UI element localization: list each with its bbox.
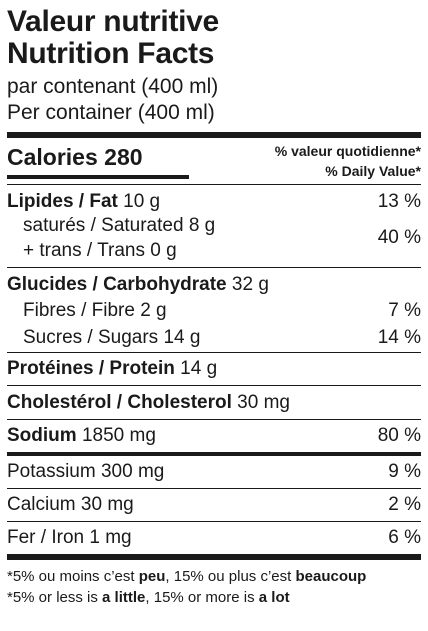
sodium-row: Sodium 1850 mg 80 % — [7, 420, 421, 452]
footnote-english: *5% or less is a little, 15% or more is … — [7, 587, 421, 608]
sodium-dv: 80 % — [377, 425, 421, 446]
serving-size: par contenant (400 ml) Per container (40… — [7, 74, 421, 126]
iron-label: Fer / Iron — [7, 527, 85, 548]
protein-row: Protéines / Protein 14 g — [7, 353, 421, 385]
fat-row: Lipides / Fat 10 g 13 % — [7, 189, 421, 215]
protein-label: Protéines / Protein — [7, 358, 175, 379]
daily-value-header: % valeur quotidienne* % Daily Value* — [275, 141, 421, 181]
footnote-french-bold: peu — [138, 568, 166, 585]
calcium-amount: 30 mg — [80, 494, 134, 515]
carbohydrate-section: Glucides / Carbohydrate 32 g Fibres / Fi… — [7, 268, 421, 352]
fat-amount: 10 g — [123, 191, 161, 212]
daily-value-header-french: % valeur quotidienne* — [274, 143, 421, 159]
trans-line: + trans / Trans 0 g — [23, 240, 177, 262]
calcium-row: Calcium 30 mg 2 % — [7, 489, 421, 521]
fibre-dv: 7 % — [388, 300, 421, 321]
calcium-label: Calcium — [7, 494, 76, 515]
fibre-row: Fibres / Fibre 2 g 7 % — [7, 298, 421, 324]
divider — [7, 352, 421, 353]
carbohydrate-amount: 32 g — [231, 274, 269, 295]
sodium-label: Sodium — [7, 425, 77, 446]
footnote-french: *5% ou moins c’est peu, 15% ou plus c’es… — [7, 566, 421, 587]
footnote-english-text: , 15% or more is — [145, 589, 259, 606]
footnote-english-bold: a lot — [258, 589, 290, 606]
daily-value-header-english: % Daily Value* — [325, 163, 421, 179]
fat-section: Lipides / Fat 10 g 13 % saturés / Satura… — [7, 185, 421, 267]
sugars-amount: 14 g — [163, 327, 201, 348]
title-french: Valeur nutritive — [7, 5, 219, 38]
footnote-french-bold: beaucoup — [295, 568, 367, 585]
cholesterol-amount: 30 mg — [237, 391, 290, 413]
fibre-label: Fibres / Fibre — [23, 300, 135, 321]
footnote-english-text: *5% or less is — [7, 589, 103, 606]
divider — [7, 267, 421, 268]
sugars-label: Sucres / Sugars — [23, 327, 159, 348]
fibre-amount: 2 g — [140, 300, 167, 321]
calories-label: Calories — [7, 144, 98, 170]
sugars-dv: 14 % — [377, 327, 421, 348]
divider — [7, 521, 421, 522]
divider — [7, 385, 421, 386]
trans-amount: 0 g — [150, 240, 177, 261]
saturated-trans-row: saturés / Saturated 8 g + trans / Trans … — [7, 215, 421, 267]
trans-label: + trans / Trans — [23, 240, 145, 261]
sugars-row: Sucres / Sugars 14 g 14 % — [7, 324, 421, 352]
calories-value: 280 — [104, 144, 143, 170]
potassium-amount: 300 mg — [100, 461, 165, 482]
divider — [7, 419, 421, 420]
serving-english: Per container (400 ml) — [7, 101, 215, 124]
cholesterol-row: Cholestérol / Cholesterol 30 mg — [7, 386, 421, 419]
divider-thick — [7, 452, 421, 456]
fat-dv: 13 % — [377, 191, 421, 212]
carbohydrate-row: Glucides / Carbohydrate 32 g — [7, 272, 421, 298]
potassium-label: Potassium — [7, 461, 96, 482]
fat-label: Lipides / Fat — [7, 191, 118, 212]
divider-thick — [7, 132, 421, 138]
iron-dv: 6 % — [388, 527, 421, 548]
divider — [7, 488, 421, 489]
iron-row: Fer / Iron 1 mg 6 % — [7, 522, 421, 554]
footnote-english-bold: a little — [102, 589, 146, 606]
footnote: *5% ou moins c’est peu, 15% ou plus c’es… — [7, 566, 421, 608]
calories-underline — [7, 175, 189, 179]
saturated-trans-dv: 40 % — [377, 227, 421, 248]
calories-text: Calories 280 — [7, 144, 143, 171]
divider-thick — [7, 554, 421, 560]
saturated-amount: 8 g — [188, 215, 216, 236]
carbohydrate-label: Glucides / Carbohydrate — [7, 274, 227, 295]
sodium-amount: 1850 mg — [81, 425, 156, 446]
saturated-line: saturés / Saturated 8 g — [23, 215, 215, 237]
footnote-french-text: *5% ou moins c’est — [7, 568, 139, 585]
title-english: Nutrition Facts — [7, 37, 215, 70]
potassium-dv: 9 % — [388, 461, 421, 482]
potassium-row: Potassium 300 mg 9 % — [7, 456, 421, 488]
cholesterol-label: Cholestérol / Cholesterol — [7, 391, 232, 413]
iron-amount: 1 mg — [89, 527, 132, 548]
protein-amount: 14 g — [180, 358, 218, 379]
divider — [7, 184, 421, 185]
calories-row: Calories 280 % valeur quotidienne* % Dai… — [7, 138, 421, 184]
footnote-french-text: , 15% ou plus c’est — [165, 568, 296, 585]
serving-french: par contenant (400 ml) — [7, 75, 219, 98]
saturated-label: saturés / Saturated — [23, 215, 184, 236]
calcium-dv: 2 % — [388, 494, 421, 515]
